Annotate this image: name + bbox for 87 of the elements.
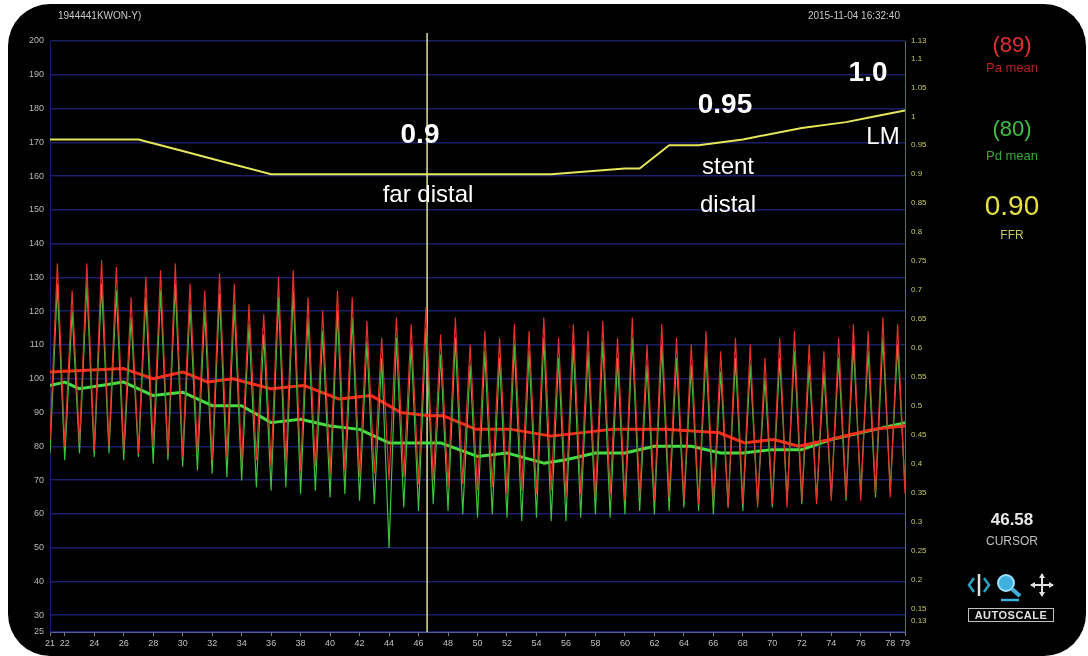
x-tick-label: 66 [708,637,719,648]
x-tick-label: 44 [384,637,395,648]
y2-tick-label: 0.9 [911,169,923,179]
y-tick-label: 90 [33,406,44,417]
y2-tick-label: 0.75 [911,256,928,266]
y-tick-label: 130 [28,271,44,282]
y2-tick-label: 0.8 [911,227,923,237]
text: (80) [991,116,1033,142]
y2-tick-label: 0.13 [911,615,928,625]
y2-tick-label: 1.1 [911,53,923,63]
y-tick-label: 40 [33,575,44,586]
y-tick-label: 150 [28,204,44,215]
y-tick-label: 70 [33,474,44,485]
x-tick-label: 30 [177,637,188,648]
text: 46.58 [989,510,1035,530]
y-tick-label: 190 [28,69,44,80]
y-tick-label: 180 [28,103,44,114]
x-tick-label: 64 [678,637,689,648]
chart-title: 1944441KWON-Y) [58,10,142,21]
y2-tick-label: 0.65 [911,314,928,324]
y-tick-label: 140 [28,238,44,249]
y2-tick-label: 0.55 [911,372,928,382]
y-tick-label: 120 [28,305,44,316]
x-tick-label: 46 [413,637,424,648]
y-tick-label: 50 [33,542,44,553]
y-tick-label: 30 [33,609,44,620]
x-tick-label: 56 [560,637,571,648]
y2-tick-label: 1 [911,111,916,121]
y2-tick-label: 0.95 [911,140,928,150]
x-tick-label: 78 [885,637,896,648]
text: AUTOSCALE [968,608,1054,622]
y2-tick-label: 0.85 [911,198,928,208]
x-tick-label: 38 [295,637,306,648]
y2-tick-label: 0.6 [911,343,923,353]
y-tick-label: 110 [29,339,44,350]
x-tick-label: 52 [501,637,512,648]
y2-tick-label: 0.4 [911,459,923,469]
annotation: 0.95 [696,88,754,120]
y-tick-label: 200 [28,35,44,46]
y-tick-label: 60 [33,508,44,519]
y2-tick-label: 0.5 [911,401,923,411]
text: Pa mean [984,60,1039,75]
y2-tick-label: 0.7 [911,285,923,295]
y2-tick-label: 0.45 [911,430,928,440]
x-tick-label: 58 [590,637,601,648]
text: FFR [999,228,1025,242]
chart-subtitle: 2015-11-04 16:32:40 [806,10,900,21]
y2-tick-label: 0.25 [911,546,928,556]
x-tick-label: 34 [236,637,247,648]
x-tick-label: 24 [89,637,100,648]
y-tick-label: 80 [33,440,44,451]
x-tick-label: 68 [737,637,748,648]
annotation: LM [866,122,900,149]
x-tick-label: 72 [796,637,807,648]
annotation: stent distal [699,151,757,219]
x-tick-label: 40 [325,637,336,648]
y2-tick-label: 1.05 [911,82,928,92]
x-tick-label: 32 [207,637,218,648]
x-tick-label: 70 [767,637,778,648]
x-tick-label: 28 [148,637,159,648]
x-tick-label: 74 [826,637,837,648]
x-tick-label: 21 [44,637,56,648]
y2-tick-label: 0.15 [911,604,928,614]
x-tick-label: 36 [266,637,277,648]
y-tick-label: 170 [28,136,44,147]
y-tick-label: 160 [28,170,44,181]
x-tick-label: 54 [531,637,542,648]
text: 0.90 [983,190,1041,222]
x-tick-label: 48 [443,637,454,648]
y-tick-label: 100 [28,373,44,384]
text: CURSOR [985,534,1039,548]
text: Pd mean [984,148,1039,163]
annotation: 1.0 [848,56,888,87]
y-tick-label: 25 [33,626,44,637]
x-tick-label: 60 [619,637,630,648]
x-tick-label: 26 [118,637,129,648]
y2-tick-label: 0.3 [911,517,923,527]
x-tick-label: 79 [899,637,911,648]
y2-tick-label: 0.2 [911,575,923,585]
x-tick-label: 22 [59,637,70,648]
y2-tick-label: 0.35 [911,488,928,498]
y2-tick-label: 1.13 [911,36,928,46]
x-tick-label: 50 [472,637,483,648]
x-tick-label: 62 [649,637,660,648]
x-tick-label: 76 [855,637,866,648]
text: (89) [991,32,1033,58]
x-tick-label: 42 [354,637,365,648]
